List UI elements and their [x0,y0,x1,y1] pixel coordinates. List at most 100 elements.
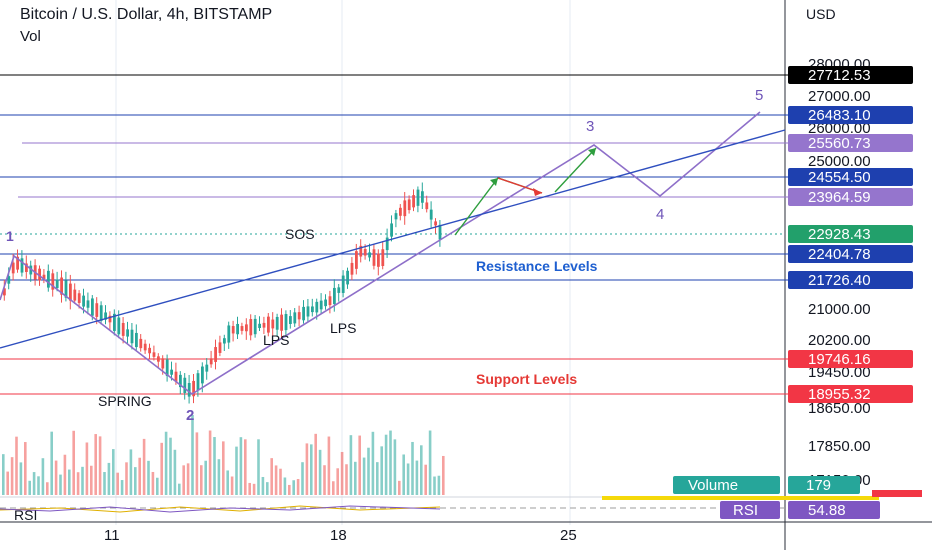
candle-body [104,312,107,320]
volume-bar [235,446,238,495]
volume-bar [345,464,348,495]
y-tick-label: 17850.00 [808,438,871,455]
candle-body [214,347,217,362]
projection-arrow-up [454,177,543,236]
volume-bar [6,471,9,495]
annotation-zone: Support Levels [476,371,577,387]
volume-bar [288,484,291,495]
candle-body [293,312,297,324]
candle-body [121,322,125,336]
volume-bar [336,468,339,495]
y-tick-label: 21000.00 [808,301,871,318]
volume-bar [195,432,199,495]
volume-bar [129,449,133,495]
candle-body [258,323,261,329]
volume-bar [59,474,62,495]
volume-bar [156,477,159,495]
candle-body [148,347,151,354]
volume-bar [28,480,31,495]
volume-bar [354,461,357,495]
volume-bar [226,470,229,495]
volume-edge-marker [872,490,922,497]
volume-bar [76,472,80,495]
candle-body [55,279,59,289]
candle-body [297,312,301,320]
candle-body [157,356,160,362]
volume-bar [442,455,445,495]
candle-body [341,275,345,293]
annotation-label: SPRING [98,393,152,409]
volume-bar [81,466,84,495]
candle-body [412,195,415,208]
y-tick-label: 19450.00 [808,364,871,381]
candle-body [7,276,11,284]
volume-bar [310,444,313,495]
volume-bar [94,434,97,495]
volume-bar [420,445,423,495]
wave-count-line [0,111,761,395]
candle-body [16,256,19,270]
candle-body [130,329,134,344]
volume-legend-tag [673,476,780,494]
candle-body [231,326,235,334]
candle-body [429,209,433,220]
candle-body [77,293,81,303]
volume-bar [10,457,14,495]
volume-bar [424,464,427,495]
volume-bar [257,439,260,495]
volume-bar [169,437,172,495]
annotation-zone: Resistance Levels [476,258,598,274]
volume-bar [173,449,177,495]
candle-body [99,305,103,321]
volume-bar [200,465,203,495]
candle-body [438,224,442,240]
volume-bar [244,439,247,495]
volume-value-tag [788,476,860,494]
volume-bar [296,479,300,495]
candle-body [253,318,257,335]
candle-body [152,352,156,357]
candle-body [319,300,323,310]
rsi-pane-label: RSI [14,507,37,523]
candle-body [434,221,437,226]
candle-body [139,338,143,349]
candle-body [267,316,270,333]
volume-bar [261,476,265,495]
candle-body [346,270,349,285]
price-tag-label: 21726.40 [808,272,871,289]
candle-body [280,314,283,331]
x-tick-label: 11 [104,527,120,544]
volume-bar [380,446,383,495]
price-tag-4 [788,188,913,206]
volume-bar [252,483,256,495]
volume-bar [349,435,353,495]
candle-body [262,322,266,328]
volume-bar [178,483,181,495]
rsi-legend-label: RSI [733,502,758,519]
candle-body [390,223,393,237]
y-tick-label: 25000.00 [808,153,871,170]
annotation-label: SOS [285,226,315,242]
candle-body [289,316,292,324]
candle-body [311,306,314,313]
volume-bar [191,415,194,495]
volume-bar [406,463,410,495]
candle-body [113,313,116,331]
candle-body [240,326,244,331]
candle-body [368,252,371,258]
candle-body [403,200,407,217]
volume-bar [437,475,441,495]
candle-body [302,306,305,321]
price-tag-1 [788,106,913,124]
volume-bar [90,465,93,495]
volume-bar [340,451,344,495]
price-tag-label: 22404.78 [808,246,871,263]
candle-body [425,202,429,210]
wave-drawings [0,111,786,395]
volume-bar [270,458,273,495]
volume-bar [389,430,392,495]
candle-body [377,253,380,267]
volume-bar [37,476,40,495]
candle-body [196,373,200,391]
